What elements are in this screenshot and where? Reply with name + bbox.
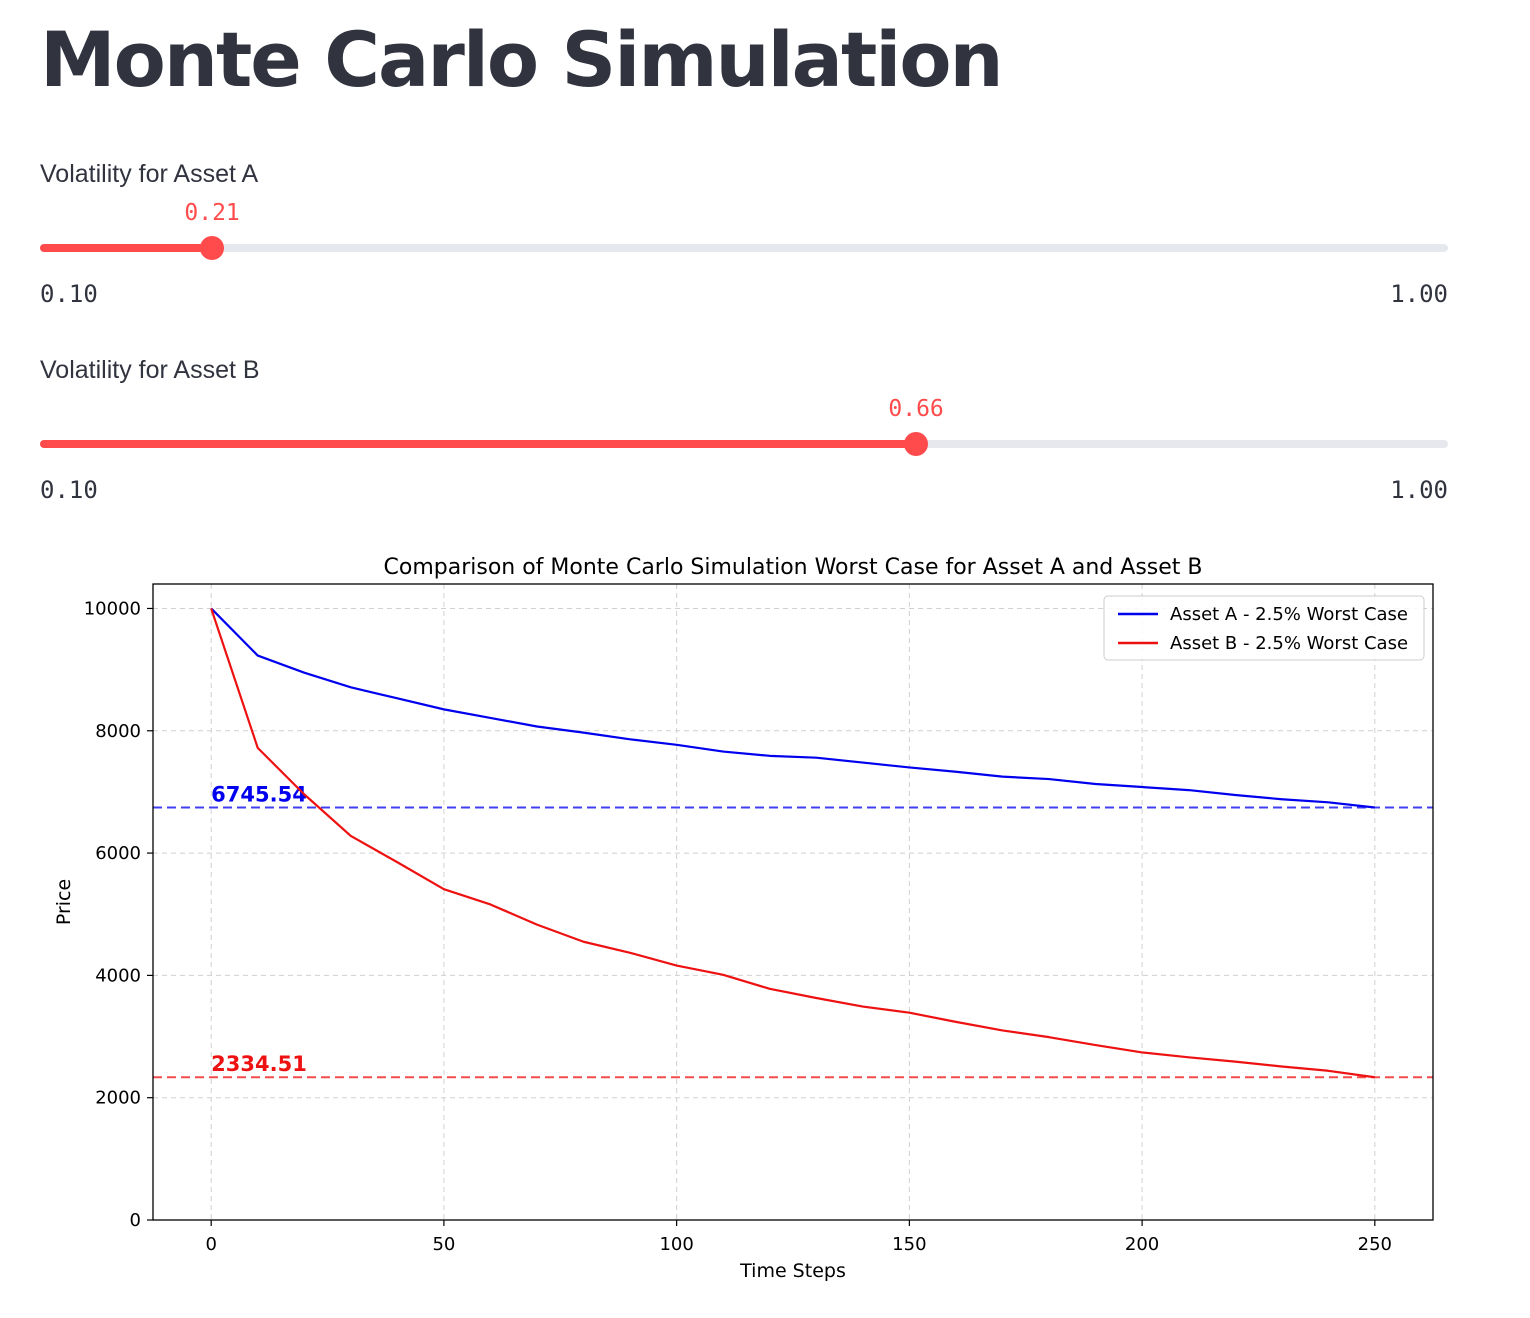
volatility-a-fill xyxy=(40,244,213,252)
volatility-b-thumb[interactable] xyxy=(904,432,929,456)
volatility-a-track[interactable] xyxy=(40,236,1448,260)
volatility-a-min: 0.10 xyxy=(40,280,98,308)
y-tick-label: 6000 xyxy=(95,843,141,864)
volatility-b-track[interactable] xyxy=(40,432,1448,456)
volatility-b-max: 1.00 xyxy=(1390,476,1448,504)
volatility-b-fill xyxy=(40,440,917,448)
volatility-b-label: Volatility for Asset B xyxy=(40,356,260,384)
series-line xyxy=(210,608,1375,1079)
volatility-a-value: 0.21 xyxy=(184,200,240,226)
reference-label: 2334.51 xyxy=(211,1052,307,1076)
volatility-a-thumb[interactable] xyxy=(200,236,225,260)
y-tick-label: 8000 xyxy=(95,721,141,742)
volatility-b-value: 0.66 xyxy=(888,396,944,422)
volatility-b-min: 0.10 xyxy=(40,476,98,504)
x-axis-label: Time Steps xyxy=(739,1260,846,1282)
y-tick-label: 2000 xyxy=(95,1088,141,1109)
x-tick-label: 0 xyxy=(205,1234,216,1255)
page-title: Monte Carlo Simulation xyxy=(40,15,1004,104)
x-tick-label: 50 xyxy=(432,1234,455,1255)
y-axis-label: Price xyxy=(53,879,75,925)
legend-entry: Asset B - 2.5% Worst Case xyxy=(1170,633,1408,654)
x-tick-label: 150 xyxy=(892,1234,926,1255)
plot-frame xyxy=(152,583,1434,1221)
x-tick-label: 200 xyxy=(1125,1234,1159,1255)
volatility-a-max: 1.00 xyxy=(1390,280,1448,308)
y-tick-label: 10000 xyxy=(84,598,141,619)
x-tick-label: 100 xyxy=(659,1234,693,1255)
chart-title: Comparison of Monte Carlo Simulation Wor… xyxy=(384,555,1203,580)
reference-label: 6745.54 xyxy=(211,782,307,806)
y-tick-label: 0 xyxy=(130,1210,141,1231)
legend-box xyxy=(1103,595,1425,661)
x-tick-label: 250 xyxy=(1358,1234,1392,1255)
series-line xyxy=(210,607,1375,809)
y-tick-label: 4000 xyxy=(95,965,141,986)
legend-entry: Asset A - 2.5% Worst Case xyxy=(1170,604,1408,625)
volatility-a-label: Volatility for Asset A xyxy=(40,160,259,188)
worst-case-chart: Comparison of Monte Carlo Simulation Wor… xyxy=(53,555,1434,1282)
